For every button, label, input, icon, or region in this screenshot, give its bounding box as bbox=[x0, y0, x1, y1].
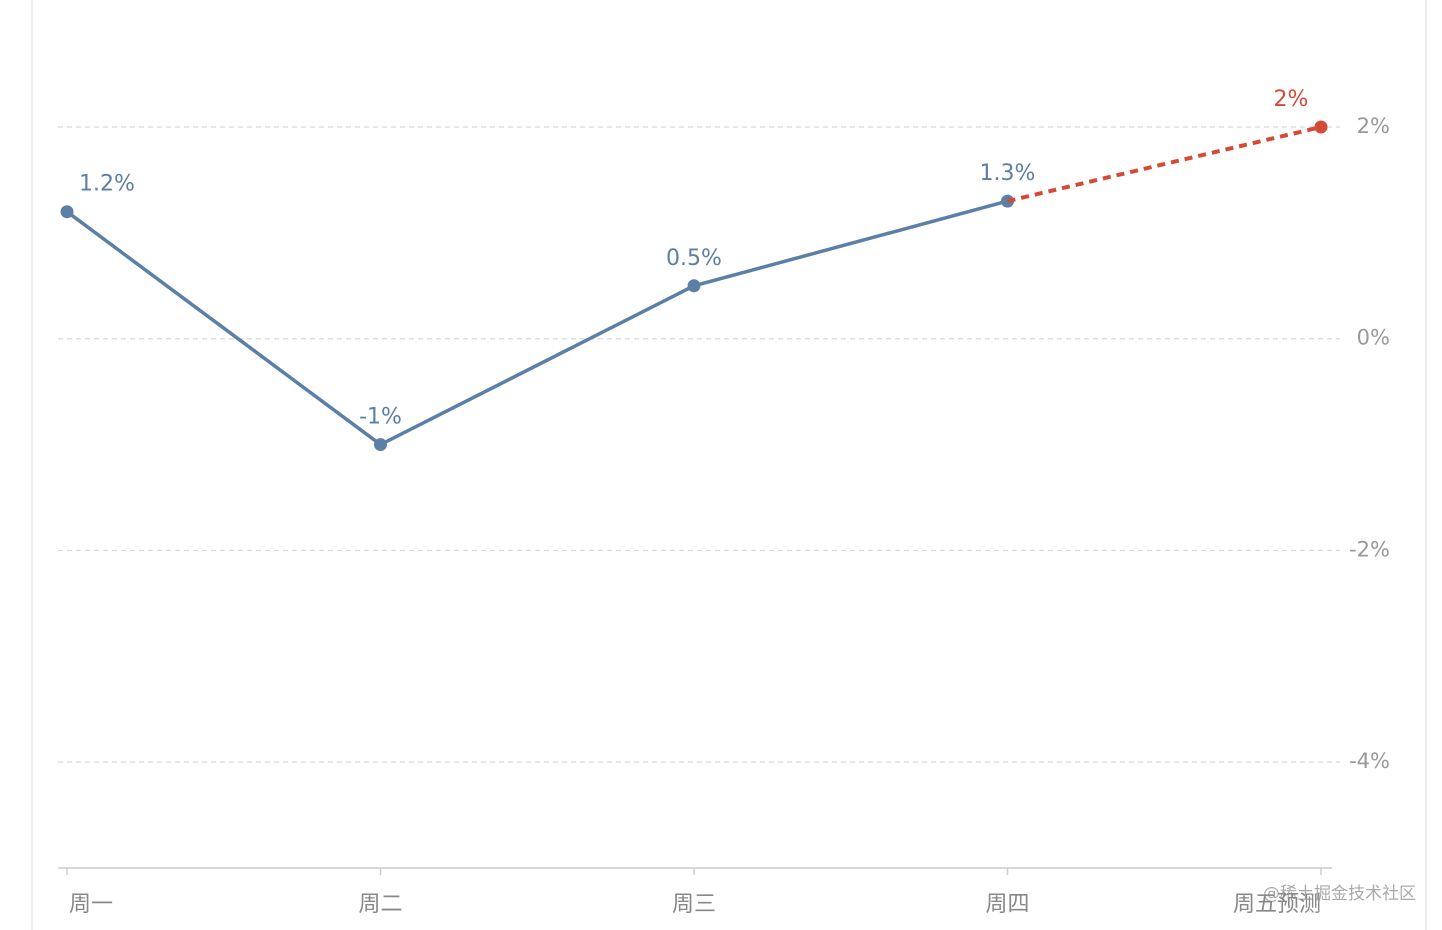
value-label: 0.5% bbox=[666, 246, 722, 271]
value-label: 1.2% bbox=[79, 172, 135, 197]
point bbox=[687, 279, 701, 293]
x-tick-label: 周四 bbox=[985, 892, 1029, 917]
y-tick-label: -2% bbox=[1349, 537, 1390, 561]
series-line bbox=[1007, 125, 1322, 204]
y-tick-label: -4% bbox=[1349, 749, 1390, 773]
value-label: 1.3% bbox=[980, 161, 1036, 186]
x-tick-label: 周三 bbox=[672, 892, 716, 917]
value-label: 2% bbox=[1274, 87, 1309, 112]
x-tick-label: 周二 bbox=[358, 892, 402, 917]
series-line bbox=[65, 199, 1008, 447]
y-tick-label: 2% bbox=[1357, 114, 1390, 138]
point bbox=[1314, 120, 1328, 134]
watermark: @稀土掘金技术社区 bbox=[1263, 884, 1416, 904]
point bbox=[374, 438, 387, 452]
x-tick-label: 周五预测 bbox=[1233, 892, 1321, 917]
value-label: -1% bbox=[359, 405, 402, 430]
point bbox=[60, 205, 74, 219]
y-tick-label: 0% bbox=[1357, 326, 1390, 350]
x-tick-label: 周一 bbox=[69, 892, 113, 917]
